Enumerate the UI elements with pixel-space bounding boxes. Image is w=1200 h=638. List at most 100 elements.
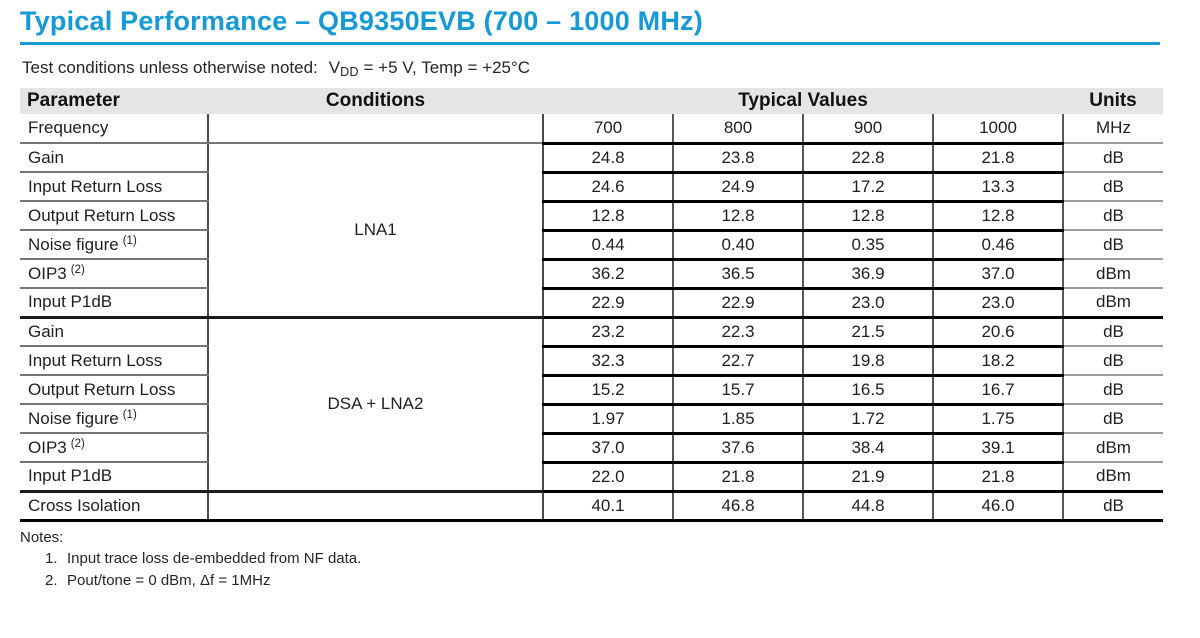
- param-label: Input P1dB: [28, 292, 113, 312]
- param-cell: Input Return Loss: [20, 346, 209, 376]
- value-cell: 21.9: [803, 462, 934, 493]
- unit-cell: dB: [1063, 143, 1163, 173]
- param-cell: OIP3 (2): [20, 259, 209, 289]
- value-cell: 12.8: [803, 201, 934, 232]
- unit-cell: dB: [1063, 201, 1163, 231]
- param-footnote-ref: (2): [70, 263, 85, 276]
- value-cell: 36.5: [673, 259, 804, 290]
- unit-cell: dBm: [1063, 462, 1163, 493]
- value-cell: 36.9: [803, 259, 934, 290]
- param-footnote-ref: (2): [70, 437, 85, 450]
- unit-cell: dB: [1063, 317, 1163, 347]
- value-cell: 24.9: [673, 172, 804, 203]
- table-row: Input P1dB 22.0 21.8 21.9 21.8 dBm: [20, 462, 1163, 493]
- value-cell: 44.8: [803, 491, 934, 522]
- condition-cell-empty: [208, 491, 544, 522]
- notes-label: Notes:: [20, 528, 64, 546]
- param-label: Cross Isolation: [28, 495, 141, 515]
- value-cell: 19.8: [803, 346, 934, 377]
- table-row: Output Return Loss 12.8 12.8 12.8 12.8 dB: [20, 201, 1163, 232]
- col-header-conditions: Conditions: [208, 88, 543, 114]
- note-item: 2. Pout/tone = 0 dBm, Δf = 1MHz: [45, 570, 1200, 592]
- col-header-parameter: Parameter: [20, 88, 208, 114]
- table-row: Noise figure (1) 1.97 1.85 1.72 1.75 dB: [20, 404, 1163, 435]
- value-cell: 22.3: [673, 317, 804, 348]
- param-label: OIP3: [28, 263, 67, 283]
- value-cell: 46.0: [933, 491, 1064, 522]
- param-label: Input Return Loss: [28, 350, 163, 370]
- table-row: OIP3 (2) 37.0 37.6 38.4 39.1 dBm: [20, 433, 1163, 464]
- table-row: Gain DSA + LNA2 23.2 22.3 21.5 20.6 dB: [20, 317, 1163, 493]
- header-row: Parameter Conditions Typical Values Unit…: [20, 88, 1163, 114]
- param-footnote-ref: (1): [122, 408, 137, 421]
- vdd-symbol: V: [328, 58, 341, 77]
- condition-cell: DSA + LNA2: [208, 317, 544, 493]
- value-cell: 700: [543, 114, 674, 145]
- value-cell: 20.6: [933, 317, 1064, 348]
- notes-section: Notes: 1. Input trace loss de-embedded fr…: [20, 527, 1200, 592]
- value-cell: 22.7: [673, 346, 804, 377]
- col-header-typical-values: Typical Values: [543, 88, 1063, 114]
- performance-table: Parameter Conditions Typical Values Unit…: [20, 88, 1163, 522]
- value-cell: 17.2: [803, 172, 934, 203]
- param-cell: Input P1dB: [20, 462, 209, 493]
- table-row: Input Return Loss 32.3 22.7 19.8 18.2 dB: [20, 346, 1163, 377]
- param-label: Gain: [28, 321, 64, 341]
- value-cell: 38.4: [803, 433, 934, 464]
- value-cell: 16.7: [933, 375, 1064, 406]
- unit-cell: dB: [1063, 346, 1163, 376]
- table-row: Frequency 700 800 900 1000 MHz: [20, 114, 1163, 145]
- param-cell: Gain: [20, 143, 209, 173]
- value-cell: 18.2: [933, 346, 1064, 377]
- value-cell: 12.8: [933, 201, 1064, 232]
- param-label: Gain: [28, 147, 64, 167]
- vdd-subscript: DD: [340, 65, 359, 79]
- param-label: Input P1dB: [28, 466, 113, 486]
- value-cell: 800: [673, 114, 804, 145]
- param-label: Output Return Loss: [28, 379, 176, 399]
- condition-cell-empty: [208, 114, 544, 144]
- value-cell: 0.46: [933, 230, 1064, 261]
- test-conditions-label: Test conditions unless otherwise noted:: [22, 58, 318, 77]
- table-row: OIP3 (2) 36.2 36.5 36.9 37.0 dBm: [20, 259, 1163, 290]
- value-cell: 15.7: [673, 375, 804, 406]
- value-cell: 22.0: [543, 462, 674, 493]
- title-block: Typical Performance – QB9350EVB (700 – 1…: [20, 6, 1160, 45]
- param-cell: OIP3 (2): [20, 433, 209, 463]
- value-cell: 23.0: [803, 288, 934, 319]
- page-title: Typical Performance – QB9350EVB (700 – 1…: [20, 6, 703, 36]
- value-cell: 37.0: [933, 259, 1064, 290]
- value-cell: 21.8: [933, 143, 1064, 174]
- value-cell: 37.6: [673, 433, 804, 464]
- param-cell: Frequency: [20, 114, 209, 144]
- value-cell: 23.0: [933, 288, 1064, 319]
- perf-table-body: Frequency 700 800 900 1000 MHz Gain LNA1 24.8 23.…: [20, 114, 1163, 522]
- value-cell: 1.85: [673, 404, 804, 435]
- value-cell: 0.35: [803, 230, 934, 261]
- param-cell: Input Return Loss: [20, 172, 209, 202]
- value-cell: 46.8: [673, 491, 804, 522]
- param-cell: Output Return Loss: [20, 375, 209, 405]
- param-cell: Gain: [20, 317, 209, 347]
- value-cell: 21.5: [803, 317, 934, 348]
- param-footnote-ref: (1): [122, 234, 137, 247]
- test-conditions: Test conditions unless otherwise noted: V…: [22, 58, 1200, 79]
- table-row: Cross Isolation 40.1 46.8 44.8 46.0 dB: [20, 491, 1163, 522]
- value-cell: 24.6: [543, 172, 674, 203]
- value-cell: 0.44: [543, 230, 674, 261]
- table-row: Gain LNA1 24.8 23.8 22.8 21.8 dB: [20, 143, 1163, 319]
- note-text: Input trace loss de-embedded from NF dat…: [67, 549, 362, 567]
- datasheet-page: Typical Performance – QB9350EVB (700 – 1…: [0, 6, 1200, 638]
- unit-cell: dBm: [1063, 288, 1163, 319]
- value-cell: 0.40: [673, 230, 804, 261]
- condition-cell: LNA1: [208, 143, 544, 319]
- value-cell: 12.8: [673, 201, 804, 232]
- value-cell: 22.9: [673, 288, 804, 319]
- unit-cell: dB: [1063, 491, 1163, 522]
- table-header: Parameter Conditions Typical Values Unit…: [20, 88, 1163, 114]
- value-cell: 21.8: [933, 462, 1064, 493]
- value-cell: 1.75: [933, 404, 1064, 435]
- unit-cell: dB: [1063, 404, 1163, 434]
- value-cell: 1000: [933, 114, 1064, 145]
- value-cell: 15.2: [543, 375, 674, 406]
